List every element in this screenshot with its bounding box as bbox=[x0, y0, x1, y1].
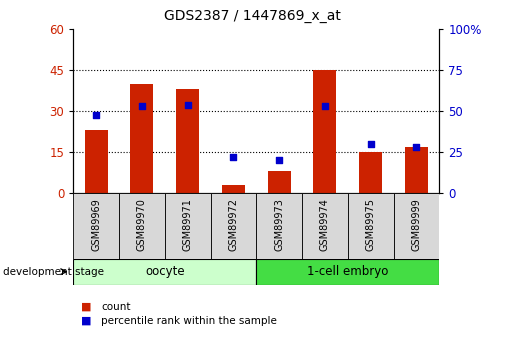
Text: GSM89969: GSM89969 bbox=[91, 198, 101, 251]
Bar bbox=[314, 70, 336, 193]
Text: GSM89975: GSM89975 bbox=[366, 198, 376, 252]
Point bbox=[92, 112, 100, 117]
Text: GSM89970: GSM89970 bbox=[137, 198, 147, 251]
Point bbox=[321, 104, 329, 109]
Bar bbox=[257, 259, 439, 285]
Point bbox=[184, 102, 192, 108]
Text: GSM89999: GSM89999 bbox=[412, 198, 422, 251]
Bar bbox=[165, 193, 211, 259]
Text: 1-cell embryo: 1-cell embryo bbox=[307, 265, 388, 278]
Text: count: count bbox=[101, 302, 130, 312]
Text: development stage: development stage bbox=[3, 267, 104, 277]
Text: GSM89974: GSM89974 bbox=[320, 198, 330, 251]
Text: oocyte: oocyte bbox=[145, 265, 184, 278]
Bar bbox=[359, 152, 382, 193]
Text: GSM89973: GSM89973 bbox=[274, 198, 284, 251]
Bar bbox=[393, 193, 439, 259]
Bar bbox=[85, 130, 108, 193]
Text: ■: ■ bbox=[81, 302, 91, 312]
Bar bbox=[302, 193, 348, 259]
Bar bbox=[211, 193, 257, 259]
Text: GSM89972: GSM89972 bbox=[228, 198, 238, 252]
Bar bbox=[73, 259, 257, 285]
Text: GDS2387 / 1447869_x_at: GDS2387 / 1447869_x_at bbox=[164, 9, 341, 23]
Point bbox=[138, 104, 146, 109]
Bar bbox=[257, 193, 302, 259]
Text: ■: ■ bbox=[81, 316, 91, 326]
Text: GSM89971: GSM89971 bbox=[183, 198, 192, 251]
Point bbox=[413, 145, 421, 150]
Point bbox=[229, 154, 237, 160]
Bar bbox=[176, 89, 199, 193]
Bar bbox=[119, 193, 165, 259]
Point bbox=[275, 158, 283, 163]
Bar bbox=[130, 84, 154, 193]
Bar bbox=[348, 193, 393, 259]
Bar bbox=[405, 147, 428, 193]
Bar bbox=[268, 171, 290, 193]
Bar bbox=[73, 193, 119, 259]
Point bbox=[367, 141, 375, 147]
Text: percentile rank within the sample: percentile rank within the sample bbox=[101, 316, 277, 326]
Bar bbox=[222, 185, 245, 193]
